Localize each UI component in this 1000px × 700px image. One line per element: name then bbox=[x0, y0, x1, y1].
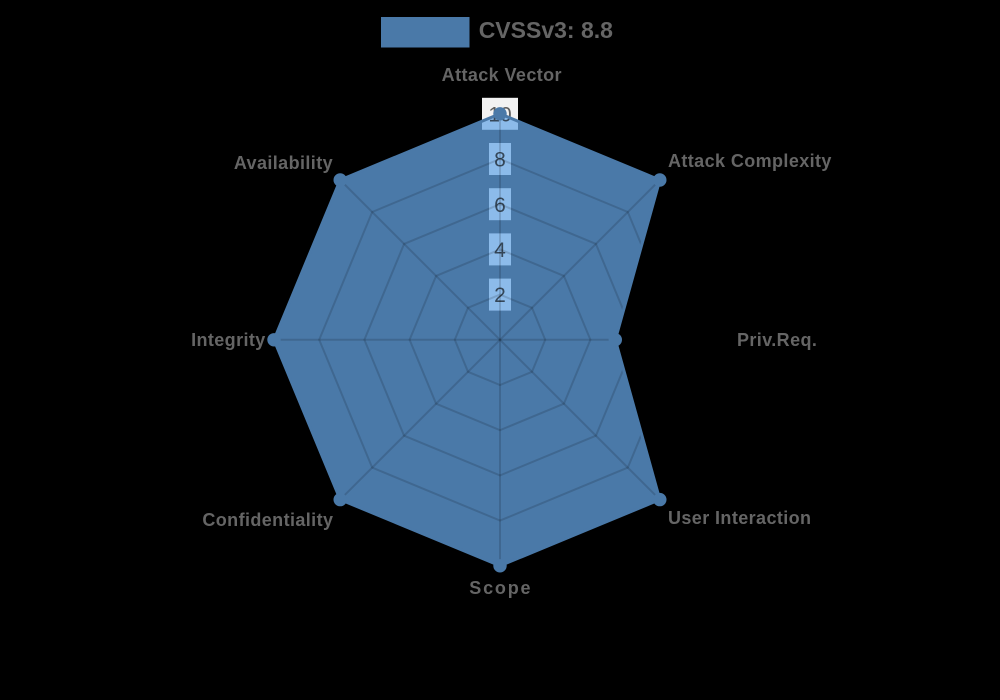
svg-text:4: 4 bbox=[494, 239, 506, 262]
svg-text:Confidentiality: Confidentiality bbox=[202, 510, 333, 530]
svg-text:CVSSv3: 8.8: CVSSv3: 8.8 bbox=[479, 17, 613, 43]
svg-text:2: 2 bbox=[494, 284, 506, 307]
svg-text:Availability: Availability bbox=[234, 153, 333, 173]
svg-text:Priv.Req.: Priv.Req. bbox=[737, 330, 817, 350]
svg-text:Attack Vector: Attack Vector bbox=[442, 65, 562, 85]
svg-text:Scope: Scope bbox=[469, 578, 532, 598]
svg-text:User Interaction: User Interaction bbox=[668, 508, 811, 528]
svg-text:6: 6 bbox=[494, 194, 506, 217]
svg-text:Attack Complexity: Attack Complexity bbox=[668, 151, 832, 171]
svg-text:Integrity: Integrity bbox=[191, 330, 266, 350]
svg-text:8: 8 bbox=[494, 149, 506, 172]
